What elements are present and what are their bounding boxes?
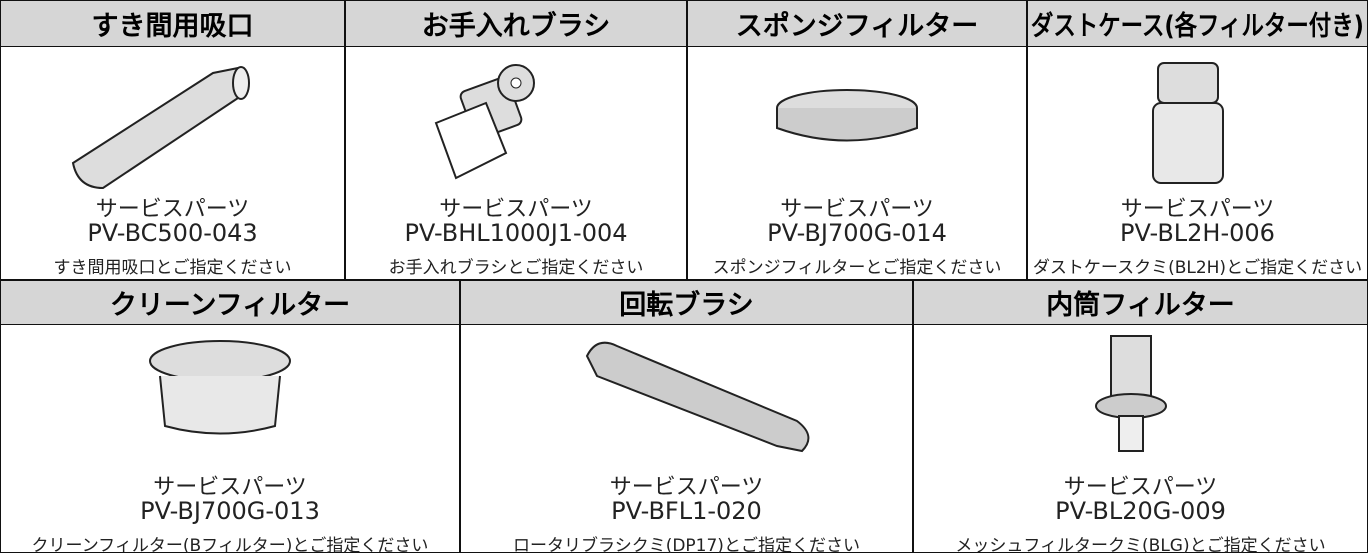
part-cell: サービスパーツ PV-BJ700G-013 クリーンフィルター(Bフィルター)とご指… (0, 324, 460, 556)
header-text: スポンジフィルター (735, 11, 979, 42)
note-text: メッシュフィルタークミ(BLG)とご指定ください (955, 536, 1326, 556)
note-text: クリーンフィルター(Bフィルター)とご指定ください (31, 536, 429, 556)
column-header: すき間用吸口 (0, 0, 345, 47)
part-part: PV-BL20G-009 (914, 497, 1367, 525)
note-text: すき間用吸口とご指定ください (53, 258, 292, 278)
column-header: スポンジフィルター (687, 0, 1027, 47)
part-label: サービスパーツ (914, 469, 1367, 501)
note-text: スポンジフィルターとご指定ください (712, 258, 1002, 278)
header-text: ダストケース(各フィルター付き) (1031, 11, 1365, 42)
part-text: PV-BC500-043 (87, 219, 258, 247)
part-cell: サービスパーツ PV-BL20G-009 メッシュフィルタークミ(BLG)とご指定く… (913, 324, 1368, 556)
header-text: 回転ブラシ (619, 290, 754, 321)
part-label: サービスパーツ (346, 191, 686, 223)
part-label: サービスパーツ (688, 191, 1026, 223)
part-label: サービスパーツ (461, 469, 912, 501)
part-note: すき間用吸口とご指定ください (1, 253, 344, 278)
part-part: PV-BL2H-006 (1028, 219, 1367, 247)
part-text: PV-BFL1-020 (611, 497, 762, 525)
part-illustration (149, 340, 291, 435)
label-text: サービスパーツ (609, 475, 764, 500)
column-header: お手入れブラシ (345, 0, 687, 47)
header-text: お手入れブラシ (421, 11, 611, 42)
header-text: 内筒フィルター (1046, 290, 1235, 321)
label-text: サービスパーツ (95, 197, 250, 222)
header-text: クリーンフィルター (109, 290, 351, 321)
part-note: クリーンフィルター(Bフィルター)とご指定ください (1, 531, 459, 556)
column-header: クリーンフィルター (0, 280, 460, 325)
part-part: PV-BHL1000J1-004 (346, 219, 686, 247)
part-note: ダストケースクミ(BL2H)とご指定ください (1028, 253, 1367, 278)
part-note: メッシュフィルタークミ(BLG)とご指定ください (914, 531, 1367, 556)
column-header: 回転ブラシ (460, 280, 913, 325)
part-illustration (776, 89, 918, 142)
part-part: PV-BC500-043 (1, 219, 344, 247)
part-label: サービスパーツ (1, 191, 344, 223)
part-illustration (434, 64, 535, 180)
header-text: すき間用吸口 (91, 11, 254, 42)
label-text: サービスパーツ (780, 197, 934, 222)
note-text: ロータリブラシクミ(DP17)とご指定ください (513, 536, 860, 556)
note-text: お手入れブラシとご指定ください (388, 258, 644, 278)
label-text: サービスパーツ (439, 197, 593, 222)
column-header: ダストケース(各フィルター付き) (1027, 0, 1368, 47)
part-part: PV-BJ700G-013 (1, 497, 459, 525)
label-text: サービスパーツ (1120, 197, 1275, 222)
part-cell: サービスパーツ PV-BHL1000J1-004 お手入れブラシとご指定ください (345, 46, 687, 280)
part-note: お手入れブラシとご指定ください (346, 253, 686, 278)
part-text: PV-BJ700G-013 (140, 497, 320, 525)
part-cell: サービスパーツ PV-BC500-043 すき間用吸口とご指定ください (0, 46, 345, 280)
part-note: ロータリブラシクミ(DP17)とご指定ください (461, 531, 912, 556)
part-illustration (585, 341, 809, 453)
part-text: PV-BJ700G-014 (767, 219, 947, 247)
note-text: ダストケースクミ(BL2H)とご指定ください (1032, 258, 1363, 278)
part-text: PV-BL2H-006 (1120, 219, 1275, 247)
part-illustration (1151, 62, 1224, 184)
part-text: PV-BHL1000J1-004 (404, 219, 628, 247)
part-text: PV-BL20G-009 (1055, 497, 1226, 525)
column-header: 内筒フィルター (913, 280, 1368, 325)
part-cell: サービスパーツ PV-BJ700G-014 スポンジフィルターとご指定ください (687, 46, 1027, 280)
part-part: PV-BJ700G-014 (688, 219, 1026, 247)
part-cell: サービスパーツ PV-BL2H-006 ダストケースクミ(BL2H)とご指定ください (1027, 46, 1368, 280)
label-text: サービスパーツ (153, 475, 307, 500)
part-label: サービスパーツ (1028, 191, 1367, 223)
label-text: サービスパーツ (1063, 475, 1218, 500)
part-note: スポンジフィルターとご指定ください (688, 253, 1026, 278)
part-cell: サービスパーツ PV-BFL1-020 ロータリブラシクミ(DP17)とご指定くださ… (460, 324, 913, 556)
part-illustration (1094, 335, 1167, 452)
part-label: サービスパーツ (1, 469, 459, 501)
part-part: PV-BFL1-020 (461, 497, 912, 525)
part-illustration (71, 66, 250, 190)
